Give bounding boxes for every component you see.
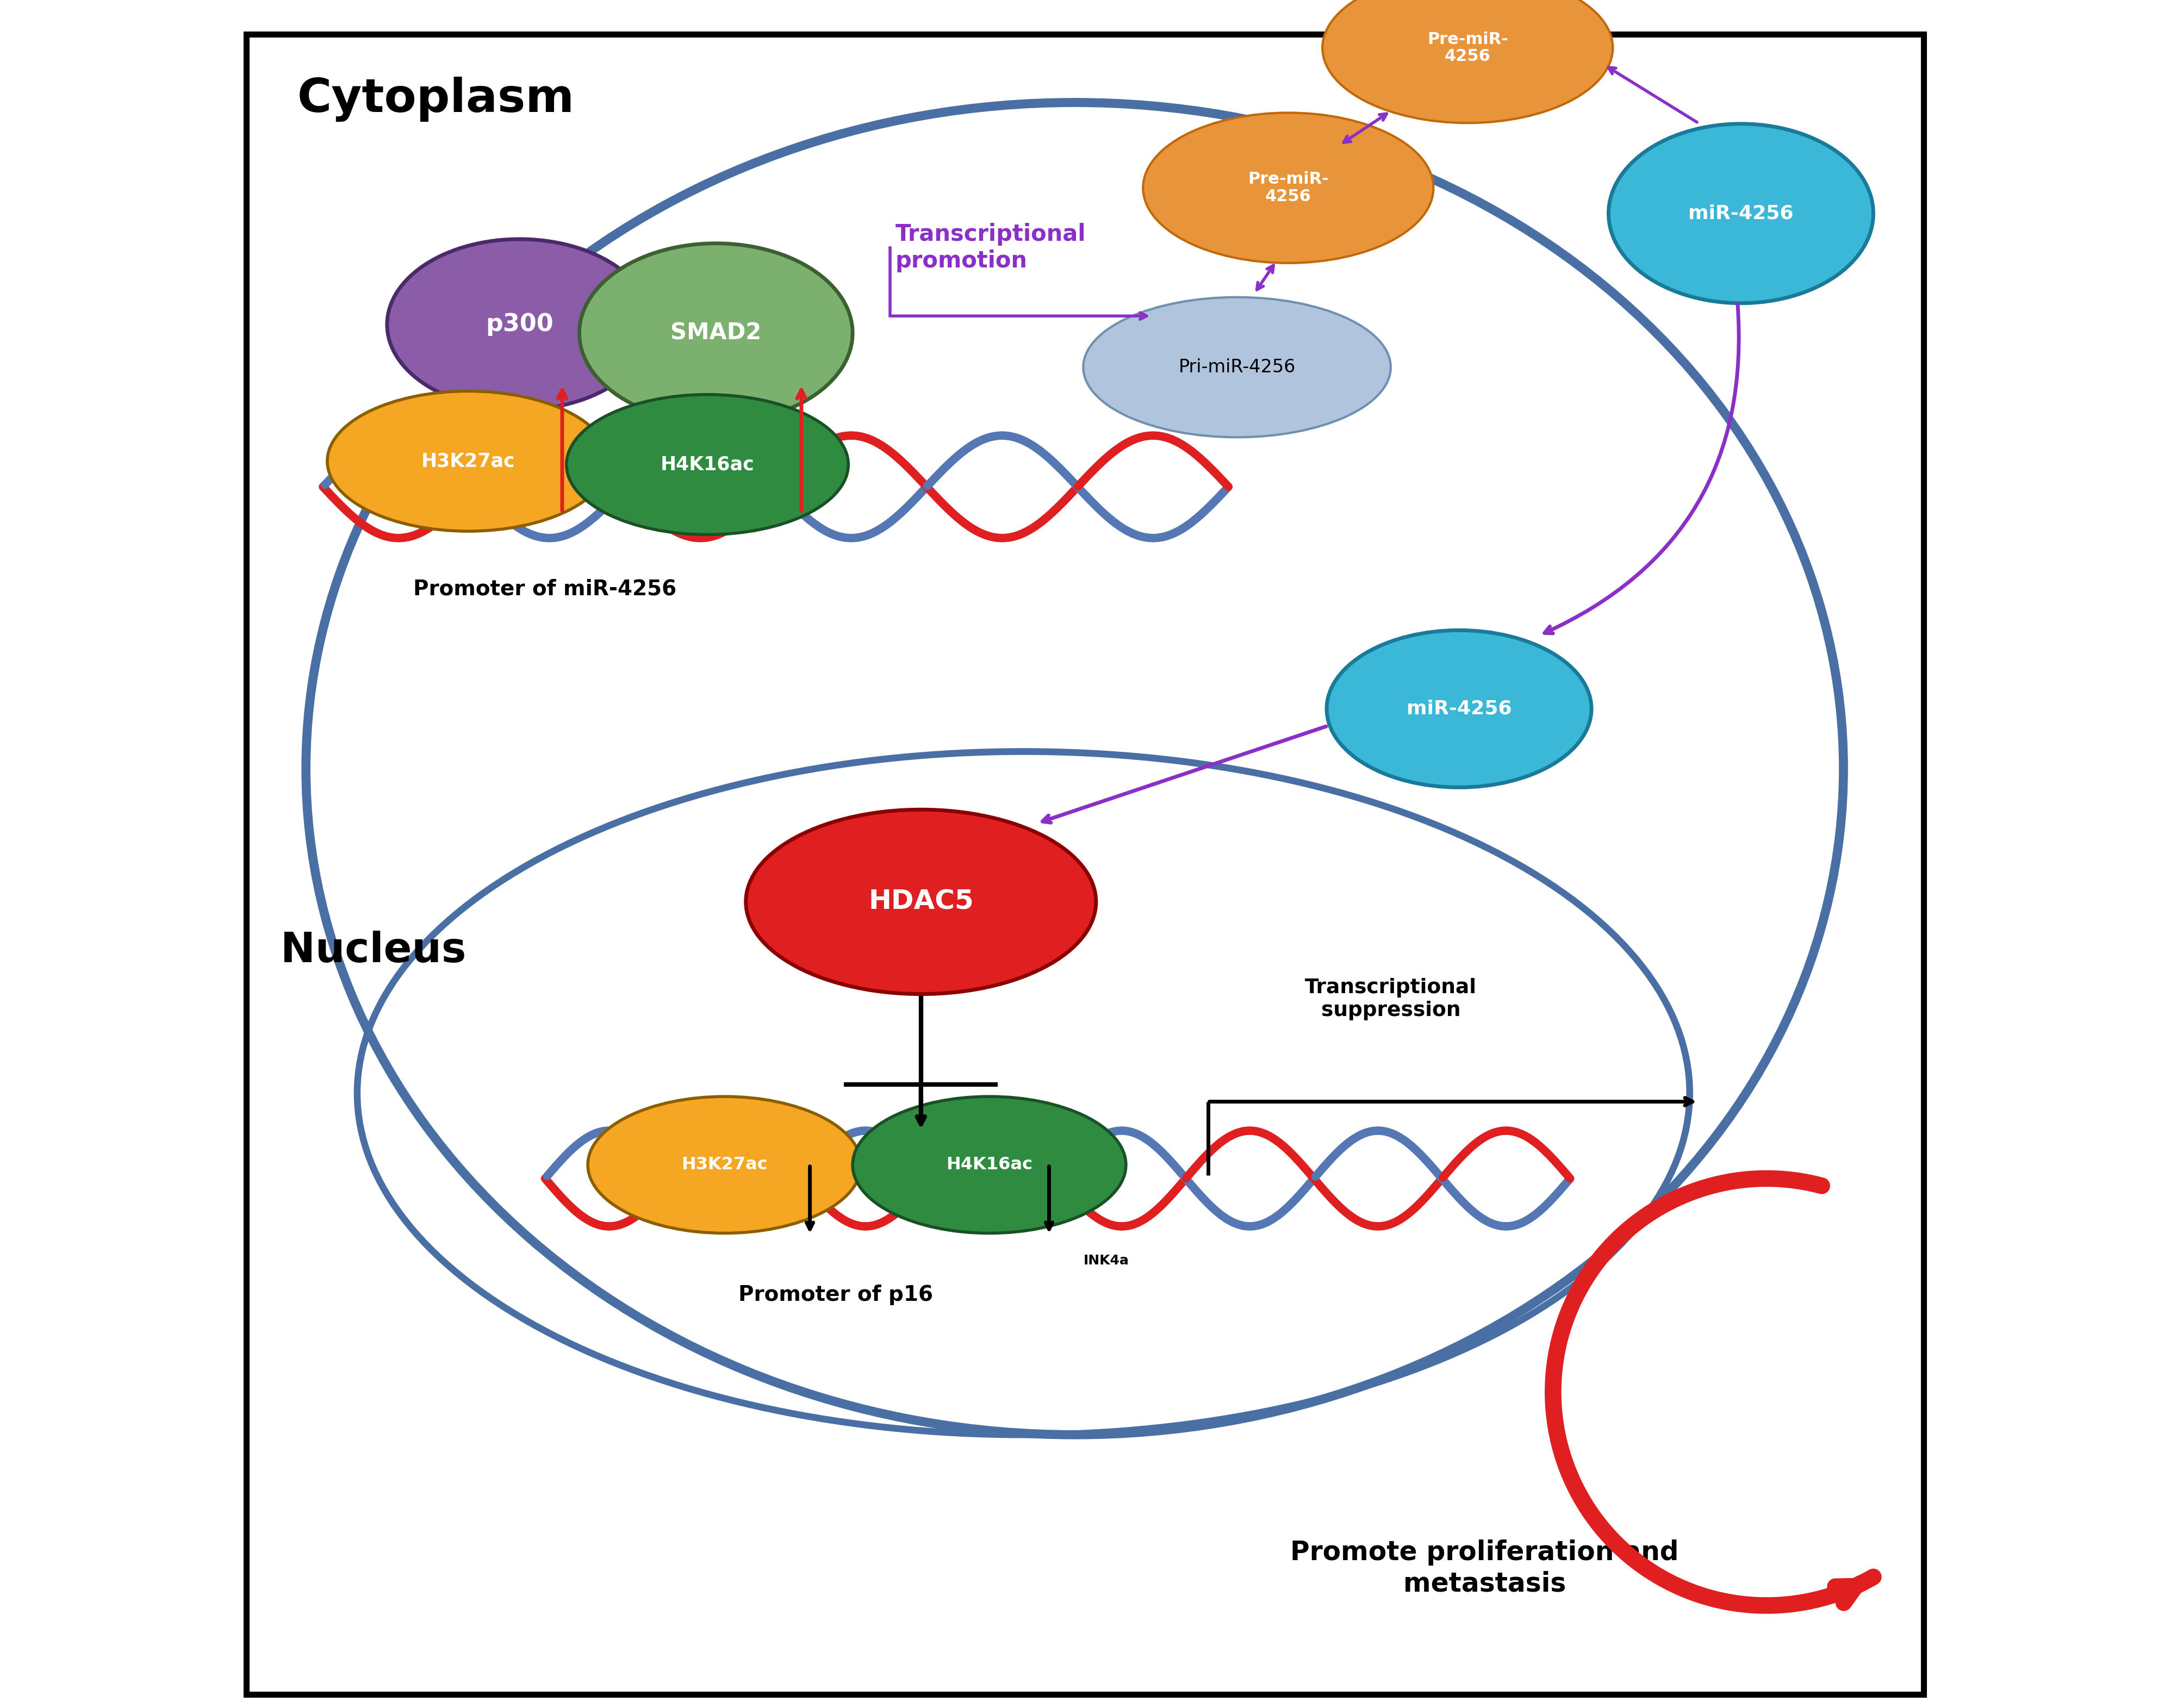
Ellipse shape	[851, 1097, 1126, 1233]
Text: Nucleus: Nucleus	[279, 931, 465, 972]
Text: H3K27ac: H3K27ac	[421, 453, 515, 470]
Text: Pre-miR-
4256: Pre-miR- 4256	[1428, 31, 1508, 65]
Ellipse shape	[1142, 113, 1432, 263]
Ellipse shape	[565, 395, 849, 535]
Text: miR-4256: miR-4256	[1687, 205, 1792, 222]
Text: H4K16ac: H4K16ac	[659, 456, 753, 473]
Text: miR-4256: miR-4256	[1406, 700, 1511, 717]
Text: H4K16ac: H4K16ac	[945, 1156, 1033, 1173]
Ellipse shape	[1327, 630, 1591, 787]
Text: H3K27ac: H3K27ac	[681, 1156, 768, 1173]
Text: Promote proliferation and
metastasis: Promote proliferation and metastasis	[1290, 1539, 1679, 1597]
Text: Promoter of p16: Promoter of p16	[738, 1284, 932, 1305]
Text: SMAD2: SMAD2	[670, 321, 762, 345]
Text: INK4a: INK4a	[1083, 1254, 1129, 1267]
Text: HDAC5: HDAC5	[869, 888, 974, 915]
Ellipse shape	[587, 1097, 860, 1233]
Text: p300: p300	[485, 313, 552, 336]
Ellipse shape	[327, 391, 609, 531]
Ellipse shape	[1609, 123, 1873, 302]
Ellipse shape	[747, 810, 1096, 994]
Ellipse shape	[578, 243, 851, 422]
Ellipse shape	[1323, 0, 1613, 123]
Text: Transcriptional
promotion: Transcriptional promotion	[895, 224, 1085, 272]
Text: Cytoplasm: Cytoplasm	[297, 77, 574, 121]
Ellipse shape	[1083, 297, 1391, 437]
Text: Promoter of miR-4256: Promoter of miR-4256	[413, 579, 677, 600]
Ellipse shape	[386, 239, 653, 410]
Text: Pri-miR-4256: Pri-miR-4256	[1179, 359, 1295, 376]
Text: Transcriptional
suppression: Transcriptional suppression	[1305, 979, 1476, 1020]
Text: Pre-miR-
4256: Pre-miR- 4256	[1246, 171, 1329, 205]
